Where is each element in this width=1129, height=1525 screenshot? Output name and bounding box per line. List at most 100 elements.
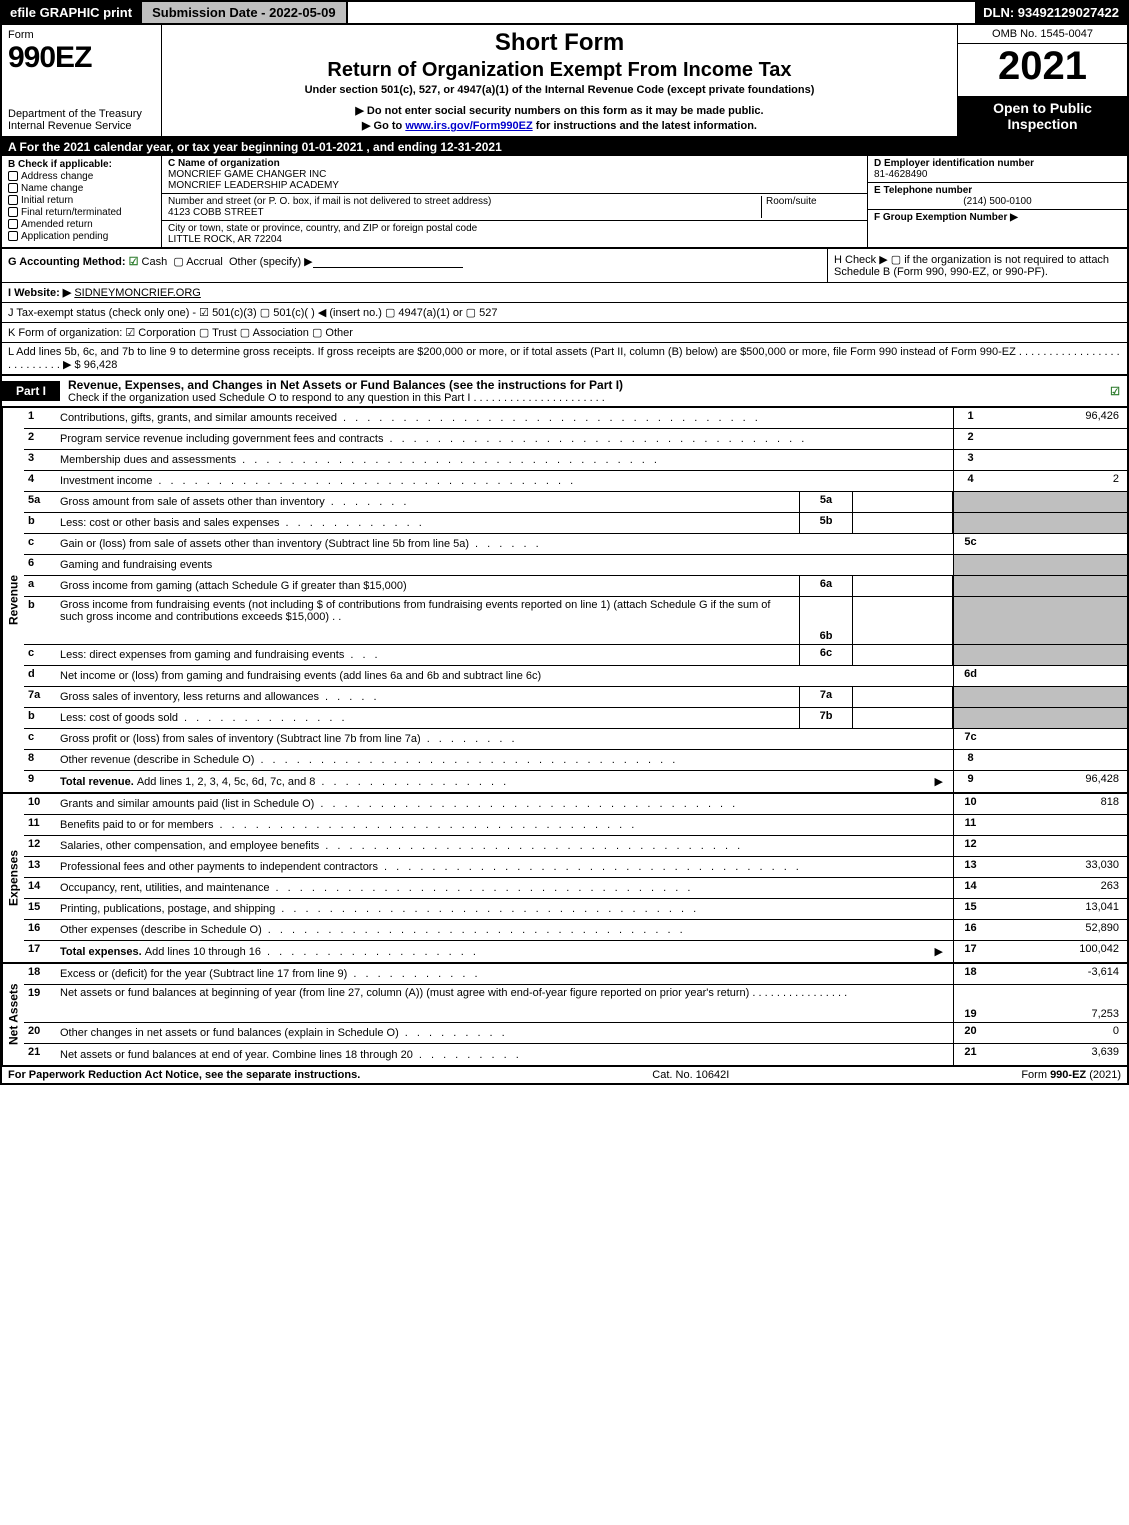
row-i: I Website: ▶ SIDNEYMONCRIEF.ORG	[0, 283, 1129, 303]
street-value: 4123 COBB STREET	[168, 207, 761, 218]
header-left: Form 990EZ Department of the Treasury In…	[2, 25, 162, 136]
line-5c-value	[987, 534, 1127, 554]
line-20-value: 0	[987, 1023, 1127, 1043]
footer-left: For Paperwork Reduction Act Notice, see …	[8, 1069, 360, 1081]
go-to-pre: ▶ Go to	[362, 120, 405, 132]
expenses-lines: 10Grants and similar amounts paid (list …	[24, 794, 1127, 962]
row-l: L Add lines 5b, 6c, and 7b to line 9 to …	[0, 343, 1129, 376]
revenue-grid: Revenue 1Contributions, gifts, grants, a…	[0, 408, 1129, 794]
g-label: G Accounting Method:	[8, 256, 126, 268]
d-ein: D Employer identification number 81-4628…	[868, 156, 1127, 183]
chk-name[interactable]: Name change	[8, 183, 155, 194]
line-4-value: 2	[987, 471, 1127, 491]
header-mid: Short Form Return of Organization Exempt…	[162, 25, 957, 136]
org-name-row: C Name of organization MONCRIEF GAME CHA…	[162, 156, 867, 194]
footer-right: Form 990-EZ (2021)	[1021, 1069, 1121, 1081]
row-j: J Tax-exempt status (check only one) - ☑…	[0, 303, 1129, 323]
header-right: OMB No. 1545-0047 2021 Open to Public In…	[957, 25, 1127, 136]
line-6d-value	[987, 666, 1127, 686]
netassets-label: Net Assets	[2, 964, 24, 1065]
part1-header: Part I Revenue, Expenses, and Changes in…	[0, 376, 1129, 408]
street-row: Number and street (or P. O. box, if mail…	[162, 194, 867, 221]
row-l-text: L Add lines 5b, 6c, and 7b to line 9 to …	[8, 346, 1016, 358]
block-gh: G Accounting Method: ☑ Cash ▢ Accrual Ot…	[0, 249, 1129, 283]
i-label: I Website: ▶	[8, 287, 71, 299]
line-14-value: 263	[987, 878, 1127, 898]
section-c: C Name of organization MONCRIEF GAME CHA…	[162, 156, 867, 247]
d-label: D Employer identification number	[874, 158, 1121, 169]
city-label: City or town, state or province, country…	[168, 223, 861, 234]
section-def: D Employer identification number 81-4628…	[867, 156, 1127, 247]
chk-initial[interactable]: Initial return	[8, 195, 155, 206]
d-value: 81-4628490	[874, 169, 1121, 180]
omb-number: OMB No. 1545-0047	[958, 25, 1127, 44]
revenue-lines: 1Contributions, gifts, grants, and simil…	[24, 408, 1127, 792]
tax-year: 2021	[958, 44, 1127, 88]
g-accrual: Accrual	[186, 256, 223, 268]
row-g: G Accounting Method: ☑ Cash ▢ Accrual Ot…	[2, 249, 827, 282]
part1-title: Revenue, Expenses, and Changes in Net As…	[60, 376, 1103, 406]
g-other: Other (specify) ▶	[229, 256, 313, 268]
street-label: Number and street (or P. O. box, if mail…	[168, 196, 761, 207]
website-link[interactable]: SIDNEYMONCRIEF.ORG	[74, 287, 201, 299]
line-13-value: 33,030	[987, 857, 1127, 877]
line-2-value	[987, 429, 1127, 449]
line-9-value: 96,428	[987, 771, 1127, 792]
form-header: Form 990EZ Department of the Treasury In…	[0, 25, 1129, 138]
g-cash: Cash	[142, 256, 168, 268]
submission-date: Submission Date - 2022-05-09	[140, 2, 348, 23]
city-row: City or town, state or province, country…	[162, 221, 867, 247]
part1-tab: Part I	[2, 381, 60, 401]
expenses-label: Expenses	[2, 794, 24, 962]
row-k: K Form of organization: ☑ Corporation ▢ …	[0, 323, 1129, 343]
line-15-value: 13,041	[987, 899, 1127, 919]
row-l-amount: ▶ $ 96,428	[63, 359, 117, 371]
go-to-post: for instructions and the latest informat…	[533, 120, 757, 132]
chk-pending[interactable]: Application pending	[8, 231, 155, 242]
line-3-value	[987, 450, 1127, 470]
org-name-1: MONCRIEF GAME CHANGER INC	[168, 169, 861, 180]
e-label: E Telephone number	[874, 185, 1121, 196]
dln: DLN: 93492129027422	[975, 2, 1127, 23]
g-other-input[interactable]	[313, 256, 463, 268]
irs-link[interactable]: www.irs.gov/Form990EZ	[405, 120, 532, 132]
topbar: efile GRAPHIC print Submission Date - 20…	[0, 0, 1129, 25]
part1-sub: Check if the organization used Schedule …	[68, 392, 470, 404]
line-1-value: 96,426	[987, 408, 1127, 428]
dept-treasury: Department of the Treasury Internal Reve…	[8, 108, 155, 132]
e-phone: E Telephone number (214) 500-0100	[868, 183, 1127, 210]
line-17-value: 100,042	[987, 941, 1127, 962]
line-18-value: -3,614	[987, 964, 1127, 984]
line-10-value: 818	[987, 794, 1127, 814]
short-form-title: Short Form	[168, 29, 951, 57]
line-16-value: 52,890	[987, 920, 1127, 940]
open-public: Open to Public Inspection	[958, 96, 1127, 136]
line-8-value	[987, 750, 1127, 770]
under-section: Under section 501(c), 527, or 4947(a)(1)…	[168, 84, 951, 96]
chk-address[interactable]: Address change	[8, 171, 155, 182]
go-to-line: ▶ Go to www.irs.gov/Form990EZ for instru…	[168, 119, 951, 132]
f-group: F Group Exemption Number ▶	[868, 210, 1127, 225]
return-title: Return of Organization Exempt From Incom…	[168, 59, 951, 82]
line-19-value: 7,253	[987, 985, 1127, 1022]
form-number: 990EZ	[8, 41, 155, 75]
part1-title-text: Revenue, Expenses, and Changes in Net As…	[68, 378, 623, 392]
netassets-grid: Net Assets 18Excess or (deficit) for the…	[0, 964, 1129, 1067]
efile-label: efile GRAPHIC print	[10, 5, 132, 20]
line-12-value	[987, 836, 1127, 856]
netassets-lines: 18Excess or (deficit) for the year (Subt…	[24, 964, 1127, 1065]
page-footer: For Paperwork Reduction Act Notice, see …	[0, 1067, 1129, 1085]
revenue-label: Revenue	[2, 408, 24, 792]
part1-checkbox[interactable]: ☑	[1103, 385, 1127, 398]
efile-print-button[interactable]: efile GRAPHIC print	[2, 2, 140, 23]
room-label: Room/suite	[766, 196, 861, 207]
do-not-enter: ▶ Do not enter social security numbers o…	[168, 104, 951, 117]
chk-amended[interactable]: Amended return	[8, 219, 155, 230]
form-word: Form	[8, 29, 155, 41]
chk-final[interactable]: Final return/terminated	[8, 207, 155, 218]
footer-catno: Cat. No. 10642I	[360, 1069, 1021, 1081]
f-label: F Group Exemption Number ▶	[874, 212, 1018, 223]
section-b-header: B Check if applicable:	[8, 159, 155, 170]
block-bcdef: B Check if applicable: Address change Na…	[0, 156, 1129, 249]
line-7c-value	[987, 729, 1127, 749]
